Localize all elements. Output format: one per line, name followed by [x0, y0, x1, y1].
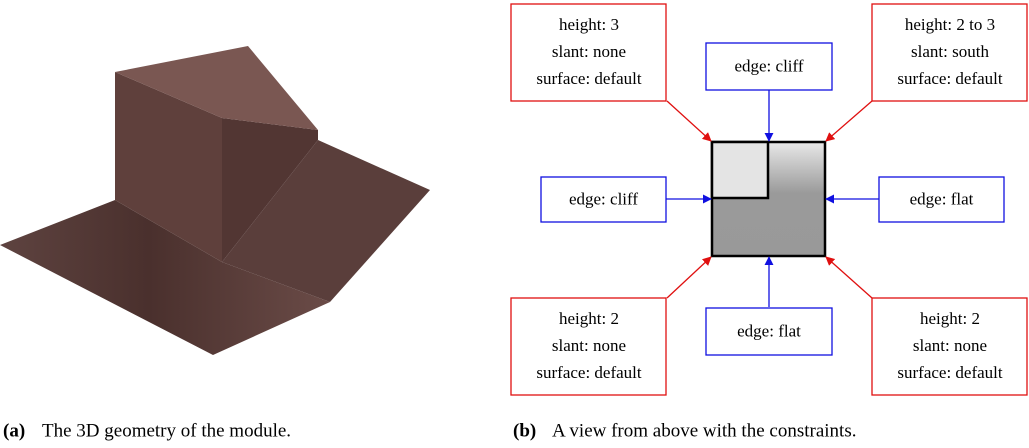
corner-line: height: 2 to 3: [905, 15, 995, 34]
corner-line: slant: south: [911, 42, 989, 61]
corner-line: surface: default: [536, 69, 642, 88]
edge-label: edge: flat: [910, 189, 974, 208]
corner-box: [871, 3, 1028, 102]
high-region: [710, 140, 770, 200]
corner-line: slant: none: [552, 42, 626, 61]
edge-label: edge: cliff: [569, 189, 638, 208]
corner-line: surface: default: [536, 363, 642, 382]
caption-text: A view from above with the constraints.: [552, 420, 856, 441]
corner-box: [871, 297, 1028, 396]
corner-line: height: 3: [559, 15, 619, 34]
edge-label: edge: flat: [737, 321, 801, 340]
corner-line: height: 2: [920, 309, 980, 328]
corner-box: [510, 3, 667, 102]
corner-line: slant: none: [552, 336, 626, 355]
module-render: [0, 46, 430, 355]
edge-label: edge: cliff: [734, 56, 803, 75]
edge-box: [540, 176, 667, 223]
edge-box: [705, 307, 833, 356]
corner-box: [510, 297, 667, 396]
caption-label: (b): [513, 420, 536, 441]
caption-label: (a): [3, 420, 25, 441]
constraint-diagram: [666, 90, 879, 307]
corner-line: surface: default: [897, 69, 1003, 88]
corner-line: slant: none: [913, 336, 987, 355]
corner-line: height: 2: [559, 309, 619, 328]
edge-box: [705, 42, 833, 91]
corner-line: surface: default: [897, 363, 1003, 382]
caption-text: The 3D geometry of the module.: [42, 420, 291, 441]
edge-box: [878, 176, 1005, 223]
